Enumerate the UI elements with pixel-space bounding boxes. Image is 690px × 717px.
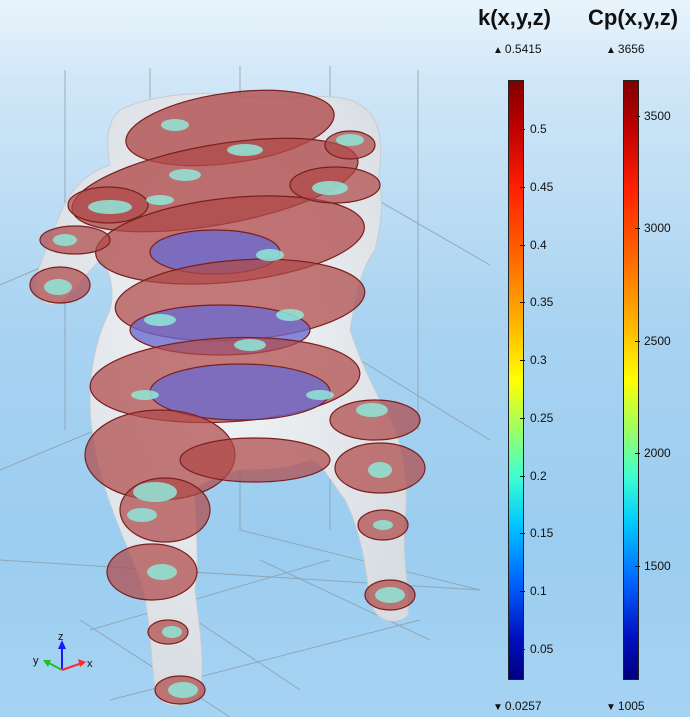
triad-z-label: z <box>58 631 64 643</box>
legend-k-tick-mark <box>520 302 525 303</box>
triangle-down-icon: ▼ <box>493 702 503 713</box>
legend-k-tick-label: 0.35 <box>530 295 554 309</box>
legend-cp-tick-mark <box>635 453 640 454</box>
legend-cp-tick-mark <box>635 116 640 117</box>
legend-k-title: k(x,y,z) <box>478 5 551 30</box>
legend-k-max-value: 0.5415 <box>504 42 542 56</box>
legend-k-tick-label: 0.45 <box>530 180 554 194</box>
legend-cp-tick-mark <box>635 566 640 567</box>
legend-cp-tick-label: 3000 <box>644 221 671 235</box>
legend-k-tick-mark <box>520 533 525 534</box>
legend-cp-tick-label: 2000 <box>644 446 671 460</box>
legend-cp-tick-label: 2500 <box>644 334 671 348</box>
legend-cp-max: ▲ 3656 <box>606 42 645 56</box>
legend-cp-colorbar <box>623 80 639 680</box>
legend-k-tick-mark <box>520 476 525 477</box>
legend-cp-min-value: 1005 <box>617 699 645 713</box>
triangle-up-icon: ▲ <box>493 45 503 56</box>
triad-x-label: x <box>87 658 93 670</box>
legend-k-tick-label: 0.3 <box>530 353 547 367</box>
legend-cp-max-value: 3656 <box>617 42 645 56</box>
legend-k-tick-label: 0.4 <box>530 238 547 252</box>
legend-k-colorbar <box>508 80 524 680</box>
legend-k-tick-mark <box>520 245 525 246</box>
legend-k-tick-label: 0.5 <box>530 122 547 136</box>
legend-k-tick-label: 0.2 <box>530 469 547 483</box>
triangle-up-icon: ▲ <box>606 45 616 56</box>
legend-cp-title: Cp(x,y,z) <box>588 5 679 30</box>
legend-k-tick-label: 0.25 <box>530 411 554 425</box>
y-axis-arrow-icon <box>43 660 51 667</box>
z-axis-arrow-icon <box>58 640 66 649</box>
legend-cp-tick-label: 3500 <box>644 109 671 123</box>
x-axis-arrow-icon <box>78 659 86 667</box>
triangle-down-icon: ▼ <box>606 702 616 713</box>
legend-k-tick-mark <box>520 360 525 361</box>
legend-k-tick-mark <box>520 591 525 592</box>
legend-k-min: ▼ 0.0257 <box>493 699 542 713</box>
legend-k-tick-mark <box>520 129 525 130</box>
surface-patches <box>44 119 405 698</box>
legend-k-tick-mark <box>520 418 525 419</box>
triad-y-label: y <box>33 655 39 667</box>
legend-cp-min: ▼ 1005 <box>606 699 645 713</box>
axis-triad: z x y <box>33 631 93 671</box>
legend-k-tick-mark <box>520 649 525 650</box>
legend-k-tick-mark <box>520 187 525 188</box>
legend-cp-tick-mark <box>635 341 640 342</box>
legend-k-min-value: 0.0257 <box>504 699 542 713</box>
legend-k-tick-label: 0.15 <box>530 526 554 540</box>
legend-k-max: ▲ 0.5415 <box>493 42 542 56</box>
legend-k-tick-label: 0.05 <box>530 642 554 656</box>
legend-cp-tick-mark <box>635 228 640 229</box>
legend-k-tick-label: 0.1 <box>530 584 547 598</box>
legend-cp-tick-label: 1500 <box>644 559 671 573</box>
